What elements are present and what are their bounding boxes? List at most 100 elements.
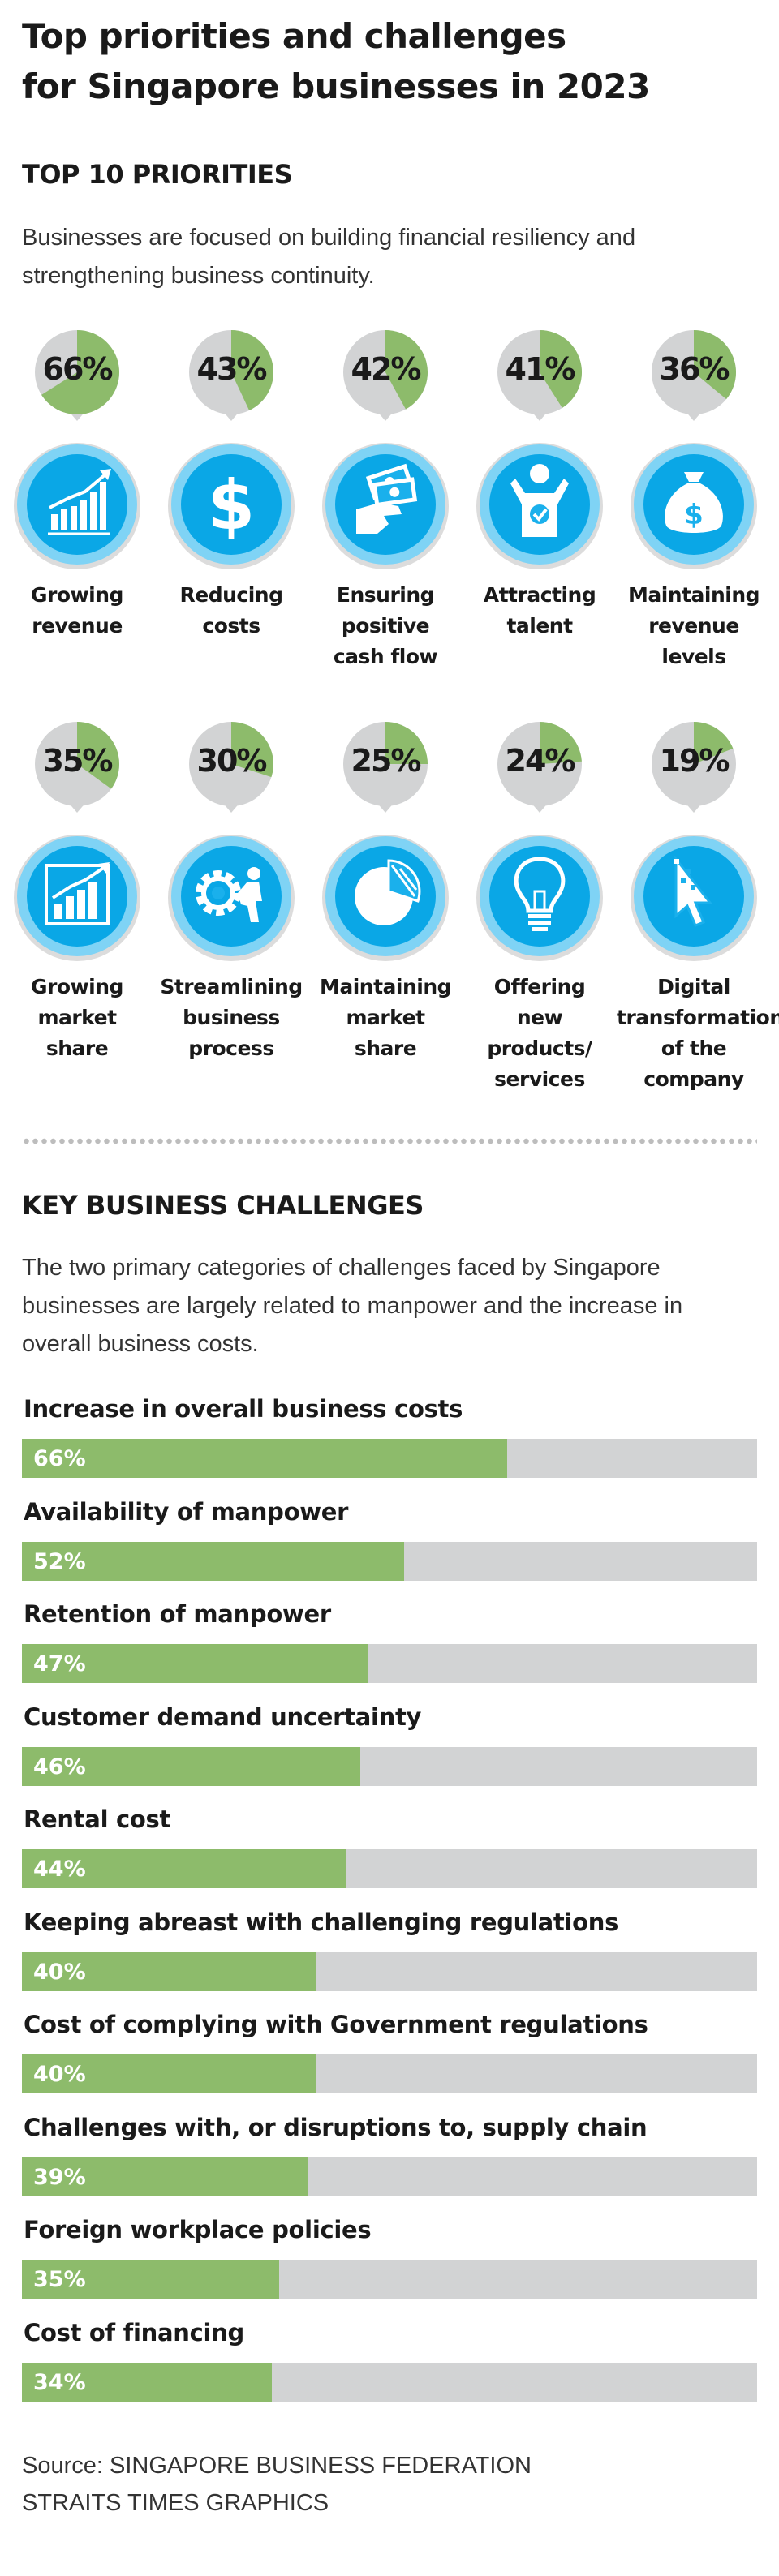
percent-pie-slice <box>231 330 273 411</box>
priority-item: 42% Ensuring positive cash flow <box>308 328 463 718</box>
priority-label-line: costs <box>202 614 260 638</box>
priority-label: Growing revenue <box>0 580 154 642</box>
percent-pie-bubble <box>343 722 428 813</box>
priority-percent: 30% <box>196 743 268 779</box>
percent-pie-slice <box>694 722 734 764</box>
bar-value-label: 46% <box>33 1754 86 1780</box>
percent-pie-bubble <box>189 722 273 813</box>
priority-item: 66% Growing revenue <box>0 328 154 718</box>
pixel-cursor-icon <box>631 835 757 961</box>
percent-pie-slice <box>540 330 583 408</box>
bar-value-label: 52% <box>33 1548 86 1574</box>
percent-pie-slice <box>694 330 737 400</box>
priority-label-line: Reducing <box>179 583 283 607</box>
priority-percent: 41% <box>505 351 576 387</box>
priorities-desc-line-1: Businesses are focused on building finan… <box>22 225 636 251</box>
percent-pie-slice <box>385 722 428 764</box>
chart-title: Top priorities and challenges for Singap… <box>22 11 752 112</box>
bar-row: Retention of manpower 47% <box>22 1600 757 1689</box>
bar <box>22 1849 346 1888</box>
bar-chart-growth-icon <box>14 443 140 569</box>
bar-category-label: Retention of manpower <box>24 1600 331 1628</box>
bar-row: Cost of complying with Government regula… <box>22 2011 757 2100</box>
bar-value-label: 34% <box>33 2369 86 2395</box>
dollar-sign-icon: $ <box>168 443 295 569</box>
bar-value-label: 44% <box>33 1857 86 1882</box>
cash-in-hand-icon <box>322 443 449 569</box>
priority-item: 30% Streamlining business process <box>154 720 308 1110</box>
bar-row: Rental cost 44% <box>22 1805 757 1895</box>
priority-label-line: talent <box>506 614 573 638</box>
percent-pie-slice <box>41 330 119 414</box>
bar-category-label: Rental cost <box>24 1805 171 1833</box>
title-line-2: for Singapore businesses in 2023 <box>22 67 650 106</box>
bar-row: Customer demand uncertainty 46% <box>22 1703 757 1792</box>
bar-category-label: Foreign workplace policies <box>24 2216 372 2243</box>
challenges-heading: KEY BUSINESS CHALLENGES <box>22 1190 424 1221</box>
percent-pie-bubble <box>35 330 119 421</box>
svg-text:$: $ <box>684 499 704 531</box>
percent-pie-bubble <box>189 330 273 421</box>
bar-track: 44% <box>22 1849 757 1888</box>
priorities-heading: TOP 10 PRIORITIES <box>22 159 293 190</box>
priority-label: Maintaining market share <box>308 972 463 1064</box>
bar <box>22 2157 308 2196</box>
priority-item: 43% $ Reducing costs <box>154 328 308 718</box>
priority-label-line: revenue <box>648 614 739 638</box>
challenges-desc-line-3: overall business costs. <box>22 1331 259 1357</box>
percent-pie-bubble <box>497 330 583 421</box>
priority-label: Reducing costs <box>154 580 308 642</box>
svg-text:$: $ <box>208 466 255 545</box>
priorities-row-1: 66% Growing revenue 43% $ Reducing costs 42% Ens… <box>0 328 779 718</box>
priority-label-line: Growing <box>31 975 123 998</box>
priority-percent: 36% <box>659 351 730 387</box>
priority-percent: 25% <box>351 743 422 779</box>
priority-label-line: cash flow <box>333 645 438 668</box>
bar-track: 47% <box>22 1644 757 1683</box>
bar-value-label: 47% <box>33 1651 86 1677</box>
bar-row: Keeping abreast with challenging regulat… <box>22 1908 757 1998</box>
bar-category-label: Challenges with, or disruptions to, supp… <box>24 2113 648 2141</box>
priority-label: Ensuring positive cash flow <box>308 580 463 672</box>
bar-track: 46% <box>22 1746 757 1786</box>
priority-label-line: transformation <box>617 1006 779 1029</box>
bar-track: 66% <box>22 1439 757 1478</box>
dotted-divider <box>22 1138 757 1144</box>
challenges-desc-line-2: businesses are largely related to manpow… <box>22 1293 683 1319</box>
priority-label-line: Ensuring <box>336 583 435 607</box>
priority-label: Maintaining revenue levels <box>617 580 771 672</box>
source-note: Source: SINGAPORE BUSINESS FEDERATION ST… <box>22 2447 532 2522</box>
bar-category-label: Customer demand uncertainty <box>24 1702 422 1731</box>
priority-label-line: levels <box>661 645 726 668</box>
priority-percent: 43% <box>196 351 268 387</box>
bar-row: Availability of manpower 52% <box>22 1498 757 1587</box>
priority-percent: 66% <box>42 351 114 387</box>
priority-label-line: market <box>37 1006 117 1029</box>
challenges-desc-line-1: The two primary categories of challenges… <box>22 1255 661 1281</box>
priority-label: Digital transformation of the company <box>617 972 779 1095</box>
priority-label-line: process <box>188 1037 274 1060</box>
percent-pie-slice <box>231 722 273 778</box>
market-growth-chart-icon <box>14 835 140 961</box>
priority-label-line: share <box>354 1037 417 1060</box>
source-line-2: STRAITS TIMES GRAPHICS <box>22 2490 329 2516</box>
bar-category-label: Availability of manpower <box>24 1497 349 1526</box>
person-badge-icon <box>476 443 603 569</box>
priority-percent: 19% <box>659 743 730 779</box>
bar-category-label: Cost of financing <box>24 2318 244 2346</box>
bar-row: Increase in overall business costs 66% <box>22 1395 757 1484</box>
bar-track: 52% <box>22 1541 757 1581</box>
percent-pie-bubble <box>652 330 737 421</box>
bar-value-label: 40% <box>33 2062 86 2087</box>
priority-label-line: business <box>183 1006 280 1029</box>
title-line-1: Top priorities and challenges <box>22 16 566 56</box>
priorities-row-2: 35% Growing market share 30% Streamlining busi… <box>0 720 779 1110</box>
priority-item: 25% Maintaining market share <box>308 720 463 1110</box>
priority-percent: 35% <box>42 743 114 779</box>
bar-track: 40% <box>22 2054 757 2093</box>
bar-value-label: 40% <box>33 1959 86 1985</box>
bar <box>22 1644 368 1683</box>
priority-label-line: services <box>494 1067 585 1091</box>
percent-pie-slice <box>540 722 582 764</box>
priority-label-line: Attracting <box>483 583 596 607</box>
